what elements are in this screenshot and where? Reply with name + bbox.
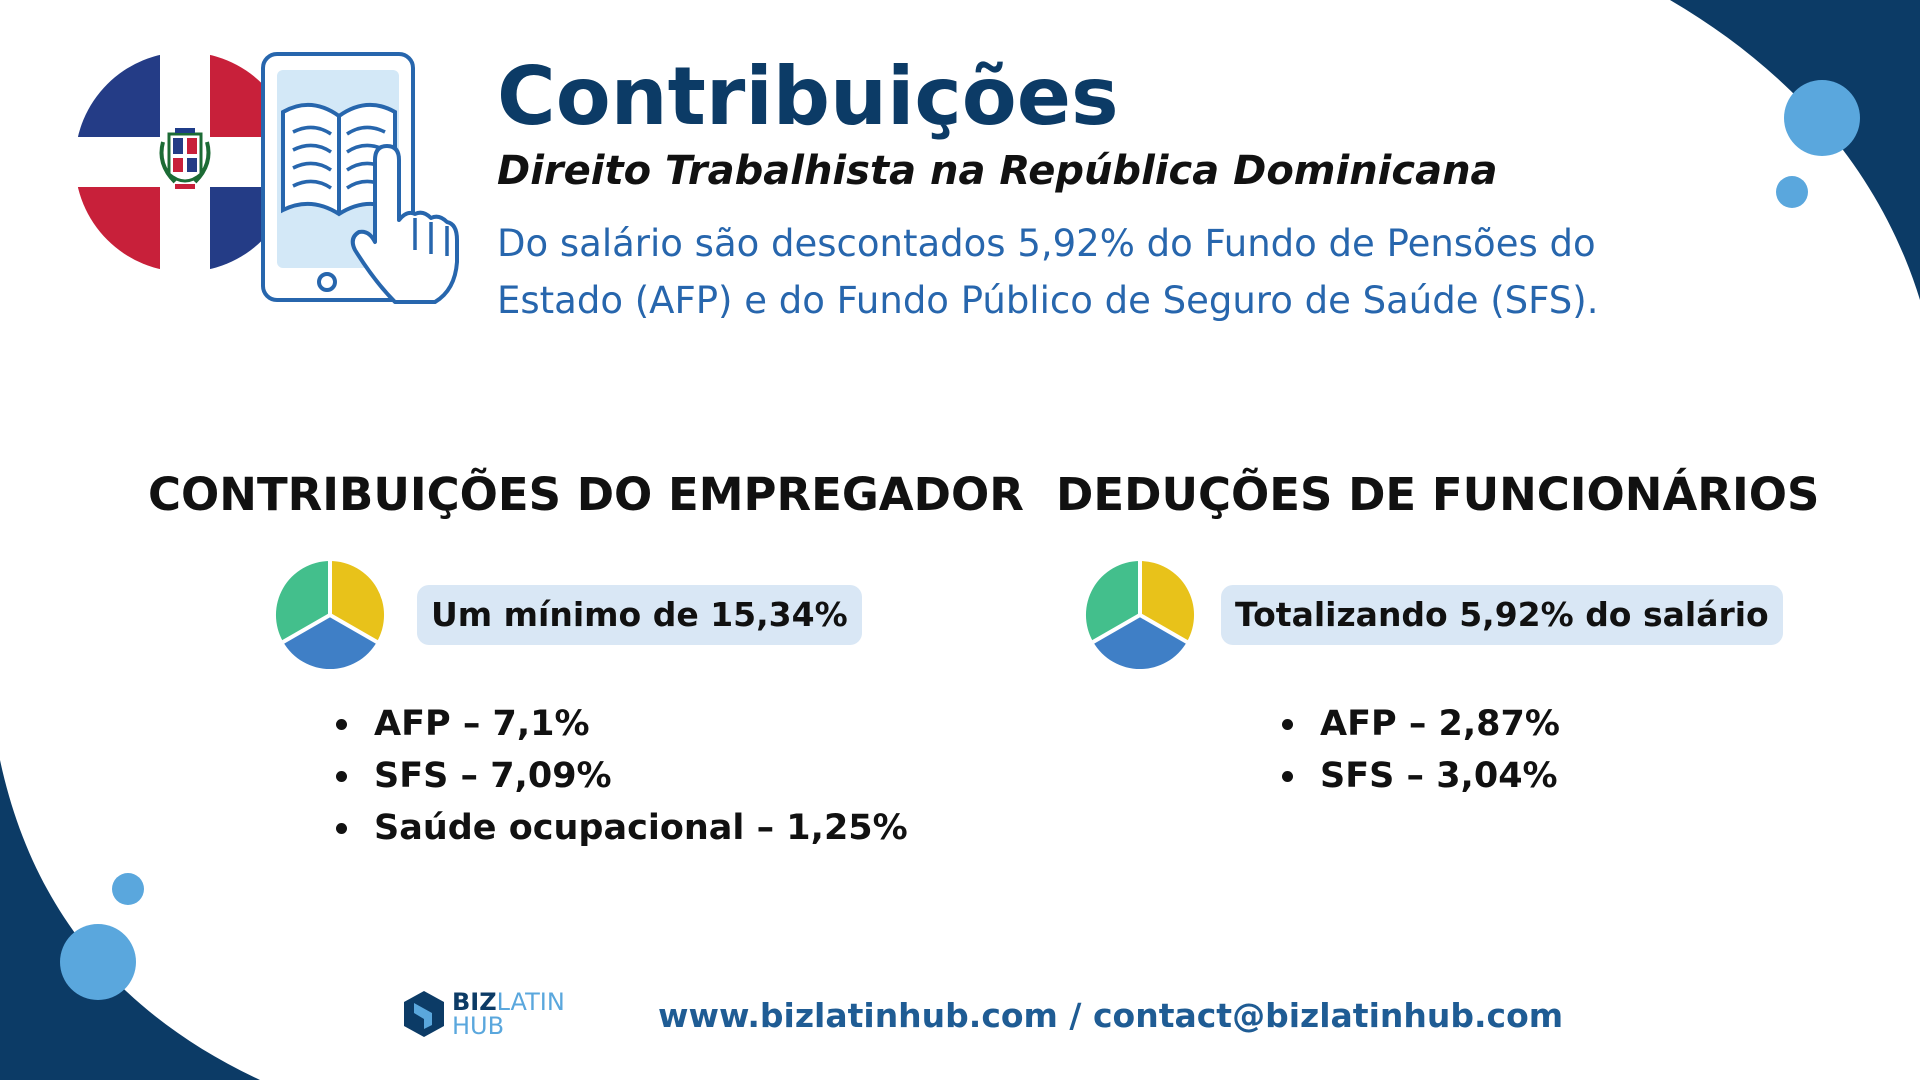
logo-biz: BIZ — [452, 988, 497, 1016]
list-item: SFS – 3,04% — [1274, 750, 1560, 802]
list-item: AFP – 2,87% — [1274, 698, 1560, 750]
page-title: Contribuições — [497, 50, 1119, 143]
page-subtitle: Direito Trabalhista na República Dominic… — [497, 148, 1498, 194]
employer-contributions-list: AFP – 7,1% SFS – 7,09% Saúde ocupacional… — [328, 698, 908, 854]
dominican-flag-icon — [75, 52, 295, 272]
list-item: AFP – 7,1% — [328, 698, 908, 750]
page-description: Do salário são descontados 5,92% do Fund… — [497, 222, 1599, 322]
logo-latin: LATIN — [496, 988, 565, 1016]
employer-summary-badge: Um mínimo de 15,34% — [417, 585, 862, 645]
contact-link[interactable]: www.bizlatinhub.com / contact@bizlatinhu… — [658, 996, 1564, 1035]
employee-heading: DEDUÇÕES DE FUNCIONÁRIOS — [1056, 468, 1820, 521]
decor-circle-small-bottom — [112, 873, 144, 905]
bizlatinhub-logo: BIZLATIN HUB — [402, 987, 582, 1043]
decor-circle-small-top — [1776, 176, 1808, 208]
decor-circle-large-top — [1784, 80, 1860, 156]
list-item: SFS – 7,09% — [328, 750, 908, 802]
decor-circle-large-bottom — [60, 924, 136, 1000]
bottom-left-wave — [0, 760, 260, 1080]
pie-chart-icon — [1085, 560, 1195, 670]
logo-hub: HUB — [452, 1012, 505, 1040]
employee-deductions-list: AFP – 2,87% SFS – 3,04% — [1274, 698, 1560, 802]
bizlatinhub-logo-icon — [404, 991, 444, 1037]
employer-heading: CONTRIBUIÇÕES DO EMPREGADOR — [148, 468, 1024, 521]
tablet-book-hand-icon — [261, 52, 459, 304]
pie-chart-icon — [275, 560, 385, 670]
list-item: Saúde ocupacional – 1,25% — [328, 802, 908, 854]
employee-summary-badge: Totalizando 5,92% do salário — [1221, 585, 1783, 645]
top-right-wave — [1670, 0, 1920, 300]
